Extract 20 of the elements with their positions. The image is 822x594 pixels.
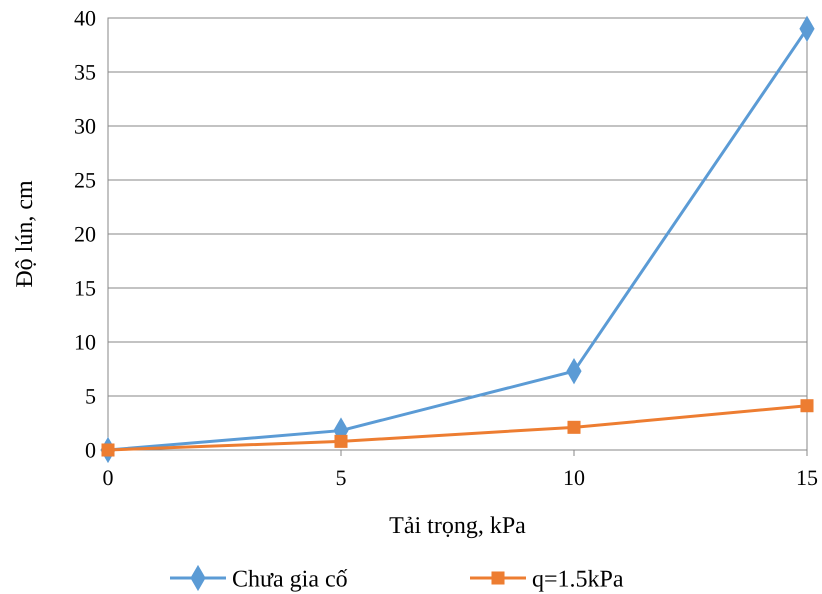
legend-label: q=1.5kPa (532, 566, 624, 592)
legend-label: Chưa gia cố (232, 566, 348, 592)
y-tick-label: 35 (74, 60, 96, 85)
x-tick-label: 5 (336, 465, 346, 490)
y-tick-label: 15 (74, 276, 96, 301)
x-tick-label: 0 (102, 465, 114, 490)
y-tick-label: 40 (74, 6, 96, 31)
point (567, 420, 581, 434)
y-axis-title: Độ lún, cm (12, 180, 38, 288)
y-tick-label: 20 (74, 222, 96, 247)
y-tick-label: 10 (74, 330, 96, 355)
x-tick-label: 15 (796, 465, 818, 490)
x-axis-title: Tải trọng, kPa (389, 513, 526, 539)
y-tick-label: 30 (74, 114, 96, 139)
point (800, 399, 814, 412)
point (334, 434, 348, 448)
y-tick-label: 5 (85, 384, 96, 409)
y-tick-label: 25 (74, 168, 96, 193)
x-tick-label: 10 (563, 465, 585, 490)
y-tick-label: 0 (85, 438, 96, 463)
